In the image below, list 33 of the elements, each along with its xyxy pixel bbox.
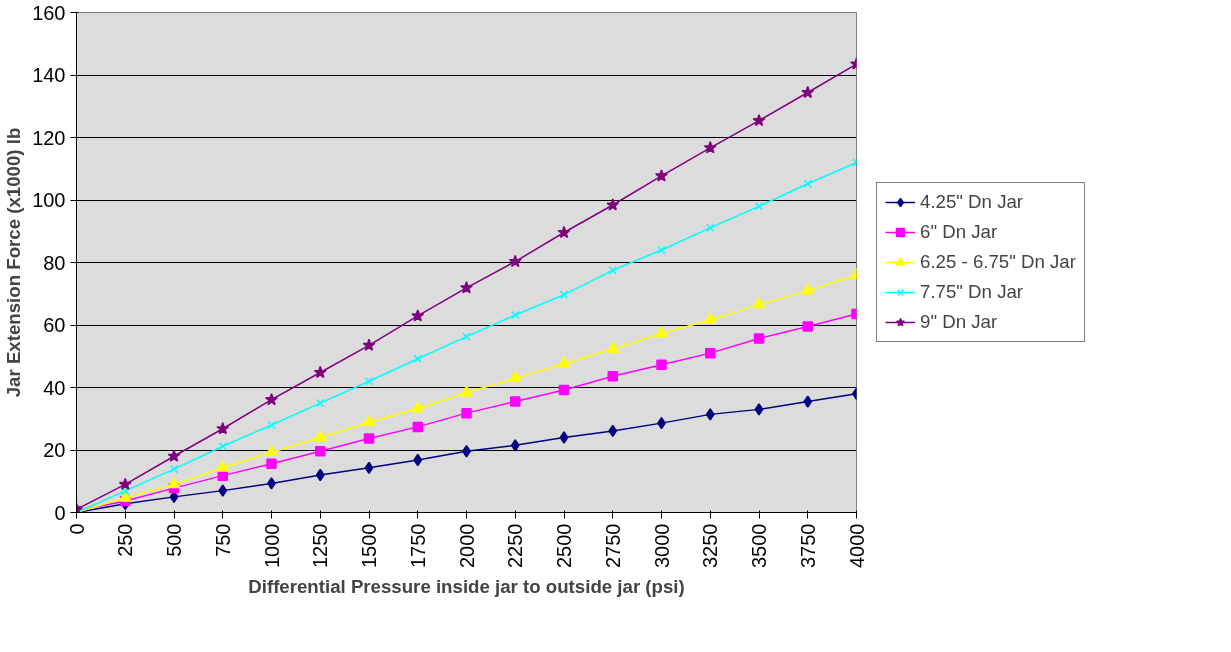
legend-label: 6.25 - 6.75" Dn Jar	[920, 251, 1076, 273]
x-tick-label: 3500	[748, 523, 770, 568]
x-tick-label: 1750	[406, 523, 429, 568]
legend-label: 4.25" Dn Jar	[920, 191, 1024, 213]
x-tick-label: 3250	[699, 523, 722, 568]
x-tick-label: 3750	[796, 523, 819, 568]
x-tick-label: 1500	[358, 523, 380, 568]
legend-label: 6" Dn Jar	[920, 221, 998, 243]
x-tick-label: 500	[163, 523, 185, 557]
x-tick-label: 250	[114, 523, 137, 557]
y-axis-title: Jar Extension Force (x1000) lb	[3, 127, 25, 398]
y-tick-label: 0	[54, 501, 66, 524]
x-tick-label: 2500	[553, 523, 575, 568]
y-tick-label: 60	[43, 314, 66, 336]
x-tick-label: 2000	[455, 523, 478, 568]
x-tick-label: 4000	[845, 523, 868, 568]
x-tick-label: 1000	[260, 523, 283, 568]
x-tick-label: 3000	[650, 523, 673, 568]
x-tick-label: 2750	[601, 523, 624, 568]
x-tick-label: 750	[211, 523, 234, 557]
x-tick-label: 0	[65, 523, 88, 535]
x-tick-label: 1250	[309, 523, 332, 568]
y-tick-label: 80	[43, 251, 66, 274]
y-tick-label: 40	[43, 376, 66, 399]
y-tick-label: 120	[32, 126, 66, 149]
legend-label: 9" Dn Jar	[920, 311, 998, 333]
x-tick-label: 2250	[504, 523, 527, 568]
y-tick-label: 160	[32, 1, 66, 24]
x-axis-title: Differential Pressure inside jar to outside jar (psi)	[248, 575, 685, 597]
legend-label: 7.75" Dn Jar	[920, 281, 1024, 303]
y-tick-label: 20	[43, 439, 66, 461]
y-tick-label: 140	[32, 64, 66, 86]
y-tick-label: 100	[32, 189, 66, 211]
